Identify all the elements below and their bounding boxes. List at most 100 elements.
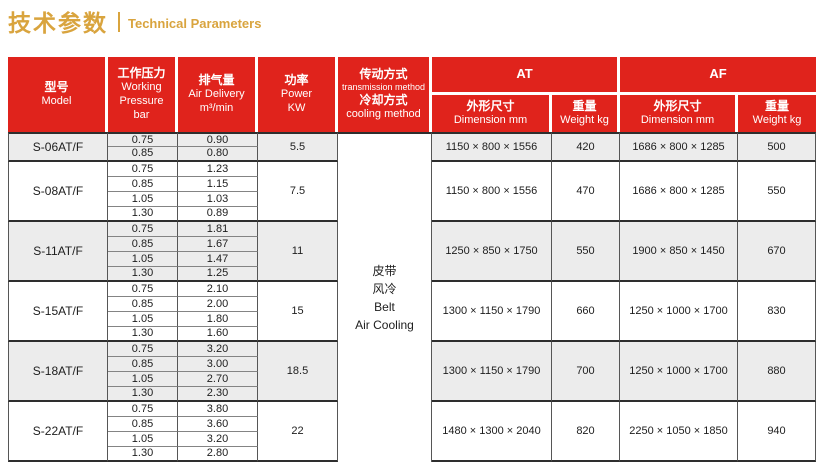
power-cell: 11 xyxy=(258,222,338,282)
at-weight-cell: 470 xyxy=(552,162,620,222)
pressure-cell: 1.30 xyxy=(108,387,178,402)
pressure-cell: 1.30 xyxy=(108,327,178,342)
table-row: 1.30 0.89 xyxy=(8,207,816,222)
at-weight-cell: 420 xyxy=(552,132,620,162)
pressure-cell: 1.30 xyxy=(108,267,178,282)
table-row: 1.05 1.47 xyxy=(8,252,816,267)
delivery-cell: 3.00 xyxy=(178,357,258,372)
delivery-cell: 2.30 xyxy=(178,387,258,402)
pressure-cell: 1.05 xyxy=(108,192,178,207)
at-weight-cell: 550 xyxy=(552,222,620,282)
pressure-cell: 0.75 xyxy=(108,222,178,237)
delivery-cell: 2.80 xyxy=(178,447,258,462)
pressure-cell: 0.85 xyxy=(108,297,178,312)
table-row: 0.85 3.60 xyxy=(8,417,816,432)
table-row: S-15AT/F 0.75 2.10 15 1300 × 1150 × 1790 660 1… xyxy=(8,282,816,342)
col-header-af-dimension: 外形尺寸 Dimension mm xyxy=(620,95,738,132)
power-cell: 15 xyxy=(258,282,338,342)
table-row: 0.85 1.15 xyxy=(8,177,816,192)
power-cell: 5.5 xyxy=(258,132,338,162)
col-header-at-dimension: 外形尺寸 Dimension mm xyxy=(432,95,552,132)
delivery-cell: 1.23 xyxy=(178,162,258,177)
pressure-cell: 0.85 xyxy=(108,177,178,192)
table-row: 0.85 2.00 xyxy=(8,297,816,312)
col-header-model-en: Model xyxy=(41,95,72,108)
af-dimension-cell: 1686 × 800 × 1285 xyxy=(620,132,738,162)
delivery-cell: 3.20 xyxy=(178,342,258,357)
delivery-cell: 1.25 xyxy=(178,267,258,282)
pressure-cell: 0.75 xyxy=(108,402,178,417)
technical-parameters-table: 型号 Model 工作压力 Working Pressure bar 排气量 A… xyxy=(8,57,816,462)
table-body: S-06AT/F 0.75 0.90 5.5 皮带 风冷 Belt Air Cooling 11… xyxy=(8,132,816,462)
af-weight-cell: 880 xyxy=(738,342,816,402)
transmission-cooling-cell: 皮带 风冷 Belt Air Cooling xyxy=(338,132,432,462)
page-title-chinese: 技术参数 xyxy=(8,10,108,36)
model-cell: S-11AT/F xyxy=(8,222,108,282)
table-row: 1.05 1.80 xyxy=(8,312,816,327)
delivery-cell: 3.80 xyxy=(178,402,258,417)
af-dimension-cell: 2250 × 1050 × 1850 xyxy=(620,402,738,462)
table-row: S-11AT/F 0.75 1.81 11 1250 × 850 × 1750 550 19… xyxy=(8,222,816,282)
col-header-working-pressure: 工作压力 Working Pressure bar xyxy=(108,57,178,132)
model-cell: S-15AT/F xyxy=(8,282,108,342)
at-weight-cell: 820 xyxy=(552,402,620,462)
model-cell: S-06AT/F xyxy=(8,132,108,162)
col-header-model-zh: 型号 xyxy=(44,80,69,95)
at-dimension-cell: 1150 × 800 × 1556 xyxy=(432,162,552,222)
delivery-cell: 0.90 xyxy=(178,132,258,147)
at-dimension-cell: 1300 × 1150 × 1790 xyxy=(432,342,552,402)
power-cell: 22 xyxy=(258,402,338,462)
table-row: S-06AT/F 0.75 0.90 5.5 皮带 风冷 Belt Air Cooling 11… xyxy=(8,132,816,462)
pressure-cell: 1.05 xyxy=(108,252,178,267)
delivery-cell: 1.15 xyxy=(178,177,258,192)
delivery-cell: 0.80 xyxy=(178,147,258,162)
pressure-cell: 1.05 xyxy=(108,312,178,327)
pressure-cell: 0.85 xyxy=(108,237,178,252)
page-title: 技术参数 Technical Parameters xyxy=(8,4,261,38)
delivery-cell: 2.00 xyxy=(178,297,258,312)
delivery-cell: 1.03 xyxy=(178,192,258,207)
pressure-cell: 0.75 xyxy=(108,282,178,297)
at-weight-cell: 700 xyxy=(552,342,620,402)
table-row: 1.30 2.80 xyxy=(8,447,816,462)
pressure-cell: 1.30 xyxy=(108,207,178,222)
af-weight-cell: 550 xyxy=(738,162,816,222)
table-row: S-18AT/F 0.75 3.20 18.5 1300 × 1150 × 1790 70… xyxy=(8,342,816,402)
at-dimension-cell: 1480 × 1300 × 2040 xyxy=(432,402,552,462)
table-row: 0.85 3.00 xyxy=(8,357,816,372)
pressure-cell: 1.05 xyxy=(108,432,178,447)
af-dimension-cell: 1250 × 1000 × 1700 xyxy=(620,342,738,402)
col-header-at-weight: 重量 Weight kg xyxy=(552,95,620,132)
col-group-header-af: AF xyxy=(620,57,816,95)
delivery-cell: 1.81 xyxy=(178,222,258,237)
col-header-af-weight: 重量 Weight kg xyxy=(738,95,816,132)
table-row: S-08AT/F 0.75 1.23 7.5 1150 × 800 × 1556 470 1… xyxy=(8,162,816,222)
af-weight-cell: 830 xyxy=(738,282,816,342)
pressure-cell: 0.85 xyxy=(108,417,178,432)
af-dimension-cell: 1250 × 1000 × 1700 xyxy=(620,282,738,342)
at-dimension-cell: 1300 × 1150 × 1790 xyxy=(432,282,552,342)
delivery-cell: 1.47 xyxy=(178,252,258,267)
col-group-header-at: AT xyxy=(432,57,620,95)
delivery-cell: 3.60 xyxy=(178,417,258,432)
title-divider xyxy=(118,12,120,32)
model-cell: S-08AT/F xyxy=(8,162,108,222)
pressure-cell: 1.30 xyxy=(108,447,178,462)
af-weight-cell: 940 xyxy=(738,402,816,462)
col-header-model: 型号 Model xyxy=(8,57,108,132)
delivery-cell: 0.89 xyxy=(178,207,258,222)
col-header-transmission-cooling: 传动方式 transmission method 冷却方式 cooling me… xyxy=(338,57,432,132)
at-dimension-cell: 1250 × 850 × 1750 xyxy=(432,222,552,282)
power-cell: 18.5 xyxy=(258,342,338,402)
af-weight-cell: 500 xyxy=(738,132,816,162)
table-row: 1.05 1.03 xyxy=(8,192,816,207)
pressure-cell: 0.85 xyxy=(108,147,178,162)
model-cell: S-18AT/F xyxy=(8,342,108,402)
col-header-power: 功率 Power KW xyxy=(258,57,338,132)
pressure-cell: 0.75 xyxy=(108,162,178,177)
table-row: 1.30 2.30 xyxy=(8,387,816,402)
table-row: 0.85 1.67 xyxy=(8,237,816,252)
delivery-cell: 1.80 xyxy=(178,312,258,327)
table-row: 1.05 2.70 xyxy=(8,372,816,387)
